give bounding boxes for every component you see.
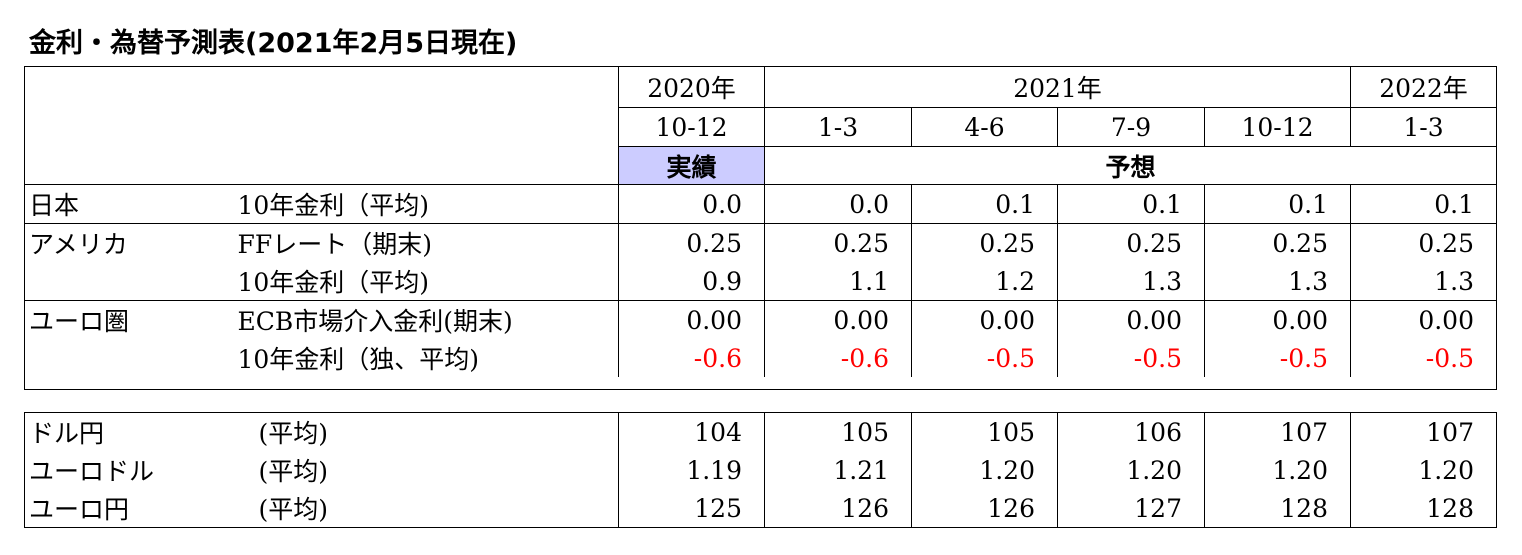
quarter-header-row: 10-12 1-3 4-6 7-9 10-12 1-3 [25,107,1497,147]
fx-value: 107 [1204,412,1351,451]
item-label: 10年金利（独、平均) [237,345,480,374]
rate-value: 1.1 [764,262,912,301]
fx-value: 126 [911,489,1058,528]
fx-value: 107 [1350,412,1497,451]
rate-value: -0.5 [911,339,1058,377]
item-label: 10年金利（平均) [237,268,430,297]
fx-value: 128 [1350,489,1497,528]
fx-value: 1.20 [1057,451,1205,489]
fx-value: 127 [1057,489,1205,528]
rate-row: 日本 10年金利（平均) 0.0 0.0 0.1 0.1 0.1 0.1 [24,184,1497,224]
spacer-row [25,377,1497,390]
rate-row: 10年金利（独、平均) -0.6 -0.6 -0.5 -0.5 -0.5 -0.5 [25,339,1497,377]
item-label: (平均) [258,457,329,486]
rate-value: 1.3 [1057,262,1205,301]
actual-label: 実績 [618,146,765,185]
rate-value: 0.1 [1204,184,1351,224]
page-title: 金利・為替予測表(2021年2月5日現在) [29,28,518,59]
fx-value: 128 [1204,489,1351,528]
fx-value: 1.19 [618,451,765,489]
rate-forecast-table: 2020年 2021年 2022年 10-12 1-3 4-6 7-9 10-1… [24,66,1497,390]
region-label: ユーロ圏 [24,300,234,339]
rate-value: 0.00 [1057,300,1205,339]
rate-value: -0.5 [1057,339,1205,377]
year-2022: 2022年 [1350,66,1497,108]
fx-value: 105 [764,412,912,451]
rate-value: 0.00 [1350,300,1497,339]
rate-value: 0.00 [1204,300,1351,339]
rate-value: 0.1 [1057,184,1205,224]
rate-value: -0.6 [764,339,912,377]
fx-value: 106 [1057,412,1205,451]
rate-value: 0.25 [618,223,765,262]
year-header-row: 2020年 2021年 2022年 [25,66,1497,108]
fx-row: ドル円 (平均) 104 105 105 106 107 107 [25,412,1497,451]
rate-value: 0.25 [1204,223,1351,262]
quarter-label: 10-12 [618,107,765,147]
rate-value: 1.2 [911,262,1058,301]
quarter-label: 1-3 [1350,107,1497,147]
rate-value: 0.00 [764,300,912,339]
fx-value: 1.20 [1350,451,1497,489]
region-label [25,339,234,377]
rates-body: 日本 10年金利（平均) 0.0 0.0 0.1 0.1 0.1 0.1 アメリカ FFレート（期… [24,184,1497,377]
fx-value: 1.20 [1204,451,1351,489]
fx-value: 105 [911,412,1058,451]
status-header-row: 実績 予想 [25,146,1497,185]
year-2021: 2021年 [764,66,1351,108]
rate-value: 0.9 [618,262,765,301]
fx-row: ユーロドル (平均) 1.19 1.21 1.20 1.20 1.20 1.20 [25,451,1497,489]
forecast-label: 予想 [764,146,1497,185]
rate-value: 0.00 [911,300,1058,339]
item-label: FFレート（期末) [233,223,619,262]
rate-value: 1.3 [1204,262,1351,301]
quarter-label: 1-3 [764,107,912,147]
region-label [25,262,234,301]
region-label: 日本 [24,184,234,224]
rate-value: 0.0 [764,184,912,224]
fx-value: 125 [618,489,765,528]
rate-value: 1.3 [1350,262,1497,301]
fx-forecast-table: ドル円 (平均) 104 105 105 106 107 107 ユーロドル (平均) 1.19 1.… [24,412,1497,528]
fx-value: 126 [764,489,912,528]
rate-value: 0.25 [1350,223,1497,262]
rate-value: -0.6 [618,339,765,377]
rate-value: -0.5 [1204,339,1351,377]
rate-value: 0.1 [1350,184,1497,224]
item-label: (平均) [258,419,329,448]
fx-body: ドル円 (平均) 104 105 105 106 107 107 ユーロドル (平均) 1.19 1.… [25,412,1497,528]
fx-value: 1.21 [764,451,912,489]
pair-label: ドル円 [29,419,105,448]
rate-row: アメリカ FFレート（期末) 0.25 0.25 0.25 0.25 0.25 0.25 [24,223,1497,262]
rate-value: 0.0 [618,184,765,224]
rate-row: 10年金利（平均) 0.9 1.1 1.2 1.3 1.3 1.3 [25,262,1497,301]
rate-row: ユーロ圏 ECB市場介入金利(期末) 0.00 0.00 0.00 0.00 0.00 0.0… [24,300,1497,339]
rate-value: 0.25 [911,223,1058,262]
year-2020: 2020年 [618,66,765,108]
pair-label: ユーロドル [29,457,155,486]
item-label: 10年金利（平均) [233,184,619,224]
item-label: ECB市場介入金利(期末) [233,300,619,339]
rate-value: 0.1 [911,184,1058,224]
rate-value: -0.5 [1350,339,1497,377]
region-label: アメリカ [24,223,234,262]
fx-row: ユーロ円 (平均) 125 126 126 127 128 128 [25,489,1497,528]
item-label: (平均) [258,495,329,524]
rate-value: 0.00 [618,300,765,339]
rate-value: 0.25 [1057,223,1205,262]
quarter-label: 7-9 [1057,107,1205,147]
quarter-label: 10-12 [1204,107,1351,147]
pair-label: ユーロ円 [29,495,130,524]
fx-value: 1.20 [911,451,1058,489]
quarter-label: 4-6 [911,107,1058,147]
fx-value: 104 [618,412,765,451]
rate-value: 0.25 [764,223,912,262]
